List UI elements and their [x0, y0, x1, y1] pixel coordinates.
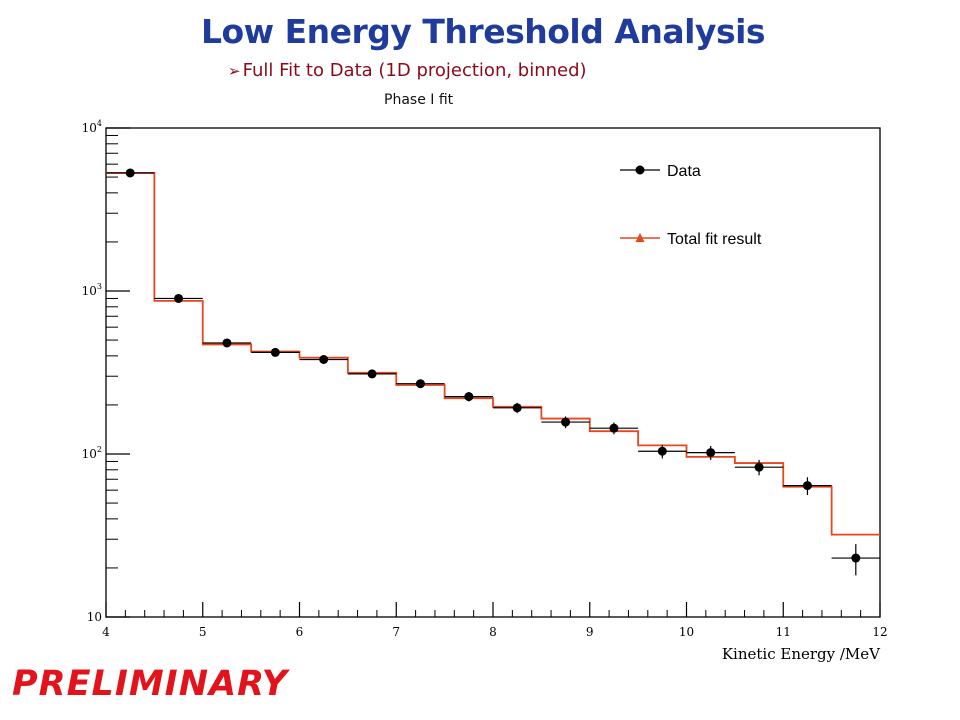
data-marker: [270, 347, 280, 357]
data-point: [493, 402, 542, 414]
data-marker: [802, 481, 812, 491]
bullet-arrow-icon: ➢: [228, 62, 241, 80]
data-marker: [609, 423, 619, 433]
legend-fit-marker: [635, 233, 645, 242]
data-point: [783, 477, 832, 496]
data-marker: [222, 338, 232, 348]
x-tick-label: 6: [296, 625, 304, 639]
y-tick-label: 104: [82, 119, 102, 135]
data-point: [251, 347, 300, 357]
data-point: [734, 459, 784, 476]
bullet-text: Full Fit to Data (1D projection, binned): [242, 60, 587, 81]
chart-subtitle: Phase I fit: [384, 92, 454, 108]
data-marker: [174, 293, 184, 303]
data-point: [638, 444, 687, 459]
data-point: [541, 416, 590, 429]
x-tick-label: 11: [776, 625, 791, 639]
legend-data-marker: [635, 165, 645, 175]
data-point: [444, 392, 493, 402]
x-tick-label: 5: [199, 625, 207, 639]
x-tick-label: 7: [392, 625, 400, 639]
preliminary-stamp: PRELIMINARY: [12, 664, 289, 704]
data-point: [299, 354, 348, 364]
legend-fit-label: Total fit result: [667, 231, 762, 248]
y-tick-label: 103: [82, 282, 102, 298]
data-marker: [706, 448, 716, 458]
data-marker: [657, 446, 667, 456]
data-marker: [512, 403, 522, 413]
data-point: [154, 293, 203, 303]
data-point: [831, 544, 880, 576]
data-marker: [367, 369, 377, 379]
data-marker: [319, 354, 329, 364]
bullet-line: ➢ Full Fit to Data (1D projection, binned…: [228, 60, 587, 81]
data-point: [686, 445, 735, 460]
data-point: [589, 422, 639, 435]
fit-step-line: [106, 172, 880, 536]
data-marker: [415, 379, 425, 389]
plot-frame: [105, 127, 881, 618]
x-tick-label: 4: [102, 625, 110, 639]
x-tick-label: 10: [679, 625, 694, 639]
data-marker: [851, 553, 861, 563]
legend-data-label: Data: [667, 163, 701, 180]
data-marker: [754, 462, 764, 472]
data-marker: [125, 168, 135, 178]
y-tick-label: 102: [82, 445, 102, 461]
x-tick-label: 9: [586, 625, 594, 639]
y-tick-label: 10: [87, 610, 102, 624]
data-marker: [561, 417, 571, 427]
x-axis-label: Kinetic Energy /MeV: [722, 645, 881, 663]
x-tick-label: 8: [489, 625, 497, 639]
data-marker: [464, 392, 474, 402]
x-tick-label: 12: [872, 625, 887, 639]
data-point: [106, 168, 155, 178]
data-point: [396, 379, 445, 389]
slide-title: Low Energy Threshold Analysis: [200, 12, 766, 51]
data-point: [202, 338, 252, 348]
data-point: [347, 369, 397, 379]
